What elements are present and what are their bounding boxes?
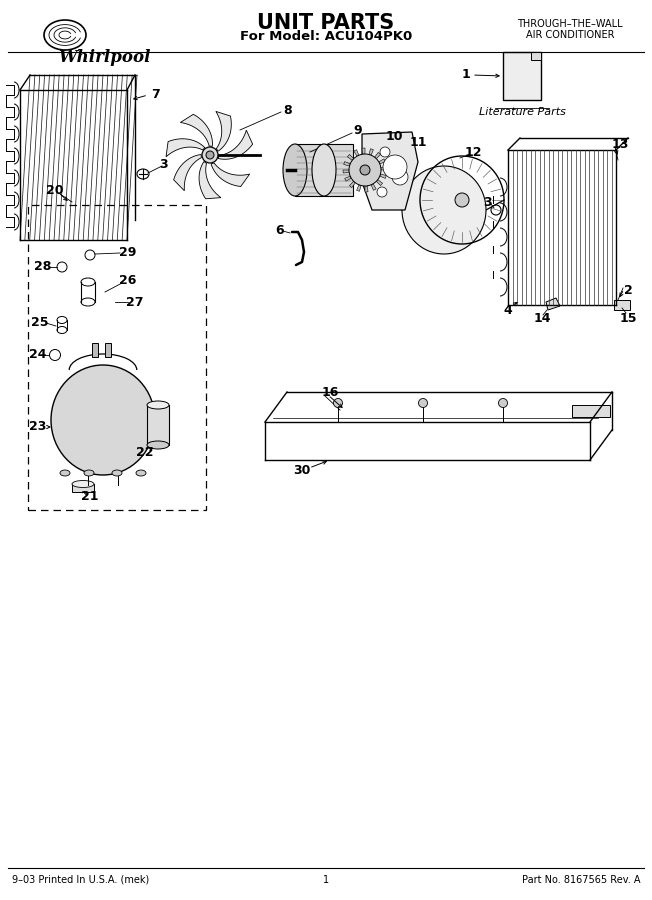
Polygon shape <box>375 152 381 158</box>
Text: Part No. 8167565 Rev. A: Part No. 8167565 Rev. A <box>522 875 640 885</box>
Polygon shape <box>354 149 359 157</box>
Ellipse shape <box>312 144 336 196</box>
Text: 4: 4 <box>503 303 512 317</box>
Text: 6: 6 <box>276 223 284 237</box>
Polygon shape <box>362 148 365 154</box>
Ellipse shape <box>206 151 214 159</box>
Ellipse shape <box>112 470 122 476</box>
Text: AIR CONDITIONER: AIR CONDITIONER <box>526 30 614 40</box>
Polygon shape <box>379 158 385 164</box>
Bar <box>572 405 610 417</box>
Ellipse shape <box>51 365 155 475</box>
Bar <box>614 300 630 310</box>
Ellipse shape <box>136 470 146 476</box>
Text: Literature Parts: Literature Parts <box>479 107 565 117</box>
Ellipse shape <box>499 399 507 408</box>
Ellipse shape <box>84 470 94 476</box>
Polygon shape <box>376 180 383 185</box>
Text: 2: 2 <box>623 284 632 296</box>
Bar <box>147 405 169 445</box>
Ellipse shape <box>334 399 342 408</box>
Text: 20: 20 <box>46 184 64 196</box>
Text: 30: 30 <box>293 464 311 476</box>
Text: Whirlpool: Whirlpool <box>58 49 151 66</box>
Ellipse shape <box>147 441 169 449</box>
Text: 27: 27 <box>126 296 143 310</box>
Text: UNIT PARTS: UNIT PARTS <box>258 13 394 33</box>
Polygon shape <box>365 185 368 192</box>
Ellipse shape <box>383 155 407 179</box>
Polygon shape <box>218 130 252 159</box>
Polygon shape <box>166 139 205 157</box>
Ellipse shape <box>202 147 218 163</box>
Polygon shape <box>344 162 350 166</box>
Text: 1: 1 <box>462 68 470 82</box>
Bar <box>105 343 111 357</box>
Text: 21: 21 <box>82 491 98 503</box>
Polygon shape <box>211 163 250 186</box>
Text: 1: 1 <box>323 875 329 885</box>
Text: 8: 8 <box>284 104 292 116</box>
Text: 7: 7 <box>151 88 159 102</box>
Ellipse shape <box>402 166 486 254</box>
Polygon shape <box>357 184 361 192</box>
Polygon shape <box>348 155 353 160</box>
Bar <box>28 205 206 510</box>
Ellipse shape <box>283 144 307 196</box>
Bar <box>72 484 94 492</box>
Polygon shape <box>173 155 201 191</box>
Ellipse shape <box>72 481 94 488</box>
Text: 13: 13 <box>612 138 629 150</box>
Polygon shape <box>379 174 386 178</box>
Polygon shape <box>369 148 374 155</box>
Text: 28: 28 <box>35 260 52 274</box>
Polygon shape <box>362 132 418 210</box>
Text: 16: 16 <box>321 385 338 399</box>
Ellipse shape <box>392 169 408 185</box>
Text: 25: 25 <box>31 317 49 329</box>
Bar <box>531 52 541 60</box>
Polygon shape <box>349 181 355 187</box>
Text: 15: 15 <box>619 311 637 325</box>
Ellipse shape <box>419 399 428 408</box>
Text: THROUGH–THE–WALL: THROUGH–THE–WALL <box>517 19 623 29</box>
Text: 9: 9 <box>353 123 363 137</box>
Ellipse shape <box>377 187 387 197</box>
Text: 9–03 Printed In U.S.A. (mek): 9–03 Printed In U.S.A. (mek) <box>12 875 149 885</box>
Ellipse shape <box>60 470 70 476</box>
Polygon shape <box>216 112 231 151</box>
Text: 22: 22 <box>136 446 154 458</box>
Text: 24: 24 <box>29 348 47 362</box>
Polygon shape <box>181 114 213 147</box>
Polygon shape <box>381 166 387 170</box>
Polygon shape <box>343 170 349 173</box>
Bar <box>92 343 98 357</box>
Polygon shape <box>546 298 560 310</box>
Bar <box>295 144 353 196</box>
Text: 23: 23 <box>29 420 47 434</box>
Text: 12: 12 <box>464 146 482 158</box>
Text: 10: 10 <box>385 130 403 142</box>
Text: For Model: ACU104PK0: For Model: ACU104PK0 <box>240 31 412 43</box>
Polygon shape <box>345 176 351 181</box>
Text: 11: 11 <box>409 137 427 149</box>
Text: 29: 29 <box>119 246 137 258</box>
Polygon shape <box>199 162 221 199</box>
Text: 3: 3 <box>158 158 168 172</box>
Ellipse shape <box>360 165 370 175</box>
Ellipse shape <box>380 147 390 157</box>
Text: 14: 14 <box>533 311 551 325</box>
Ellipse shape <box>147 401 169 409</box>
Text: 3: 3 <box>484 195 492 209</box>
Polygon shape <box>371 184 376 190</box>
Text: 26: 26 <box>119 274 137 286</box>
Bar <box>503 52 541 100</box>
Ellipse shape <box>455 193 469 207</box>
Ellipse shape <box>349 154 381 186</box>
